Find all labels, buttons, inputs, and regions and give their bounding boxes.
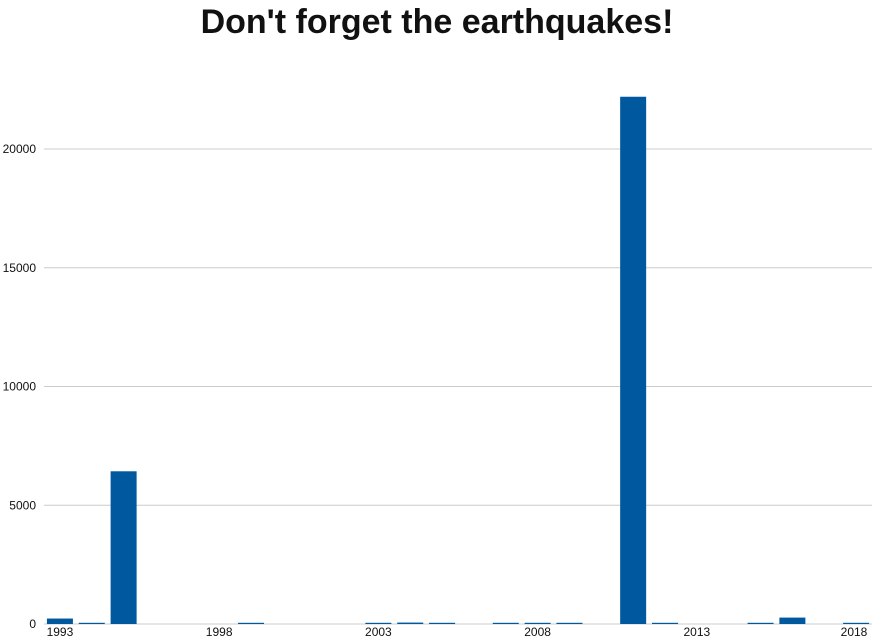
y-tick-label-5000: 5000 xyxy=(9,498,36,512)
x-tick-label-1993: 1993 xyxy=(47,625,74,639)
bar-2008 xyxy=(524,622,551,624)
x-tick-label-2008: 2008 xyxy=(524,625,551,639)
bars xyxy=(46,96,870,624)
bar-2005 xyxy=(429,622,456,624)
x-tick-label-1998: 1998 xyxy=(206,625,233,639)
y-tick-label-15000: 15000 xyxy=(3,261,37,275)
x-tick-label-2018: 2018 xyxy=(841,625,868,639)
y-tick-label-10000: 10000 xyxy=(3,380,37,394)
bar-1993 xyxy=(46,618,73,624)
x-tick-label-2003: 2003 xyxy=(365,625,392,639)
bar-1995 xyxy=(110,471,137,624)
bar-2015 xyxy=(747,622,774,624)
bar-2011 xyxy=(620,96,647,624)
bar-2018 xyxy=(843,622,870,624)
x-axis-tick-labels: 1993 1998 2003 2008 2013 2018 xyxy=(47,625,868,639)
x-tick-label-2013: 2013 xyxy=(683,625,710,639)
chart-title: Don't forget the earthquakes! xyxy=(200,3,674,41)
bar-2016 xyxy=(779,617,806,624)
y-axis-tick-labels: 0 5000 10000 15000 20000 xyxy=(3,142,37,631)
bar-2012 xyxy=(652,622,678,624)
bar-2007 xyxy=(492,622,519,624)
y-tick-label-0: 0 xyxy=(29,617,36,631)
bar-2003 xyxy=(365,622,392,624)
y-tick-label-20000: 20000 xyxy=(3,142,37,156)
grid-lines xyxy=(44,148,872,625)
bar-2004 xyxy=(397,622,424,624)
bar-1994 xyxy=(78,622,105,624)
bar-2009 xyxy=(556,622,583,624)
bar-1999 xyxy=(238,622,264,624)
